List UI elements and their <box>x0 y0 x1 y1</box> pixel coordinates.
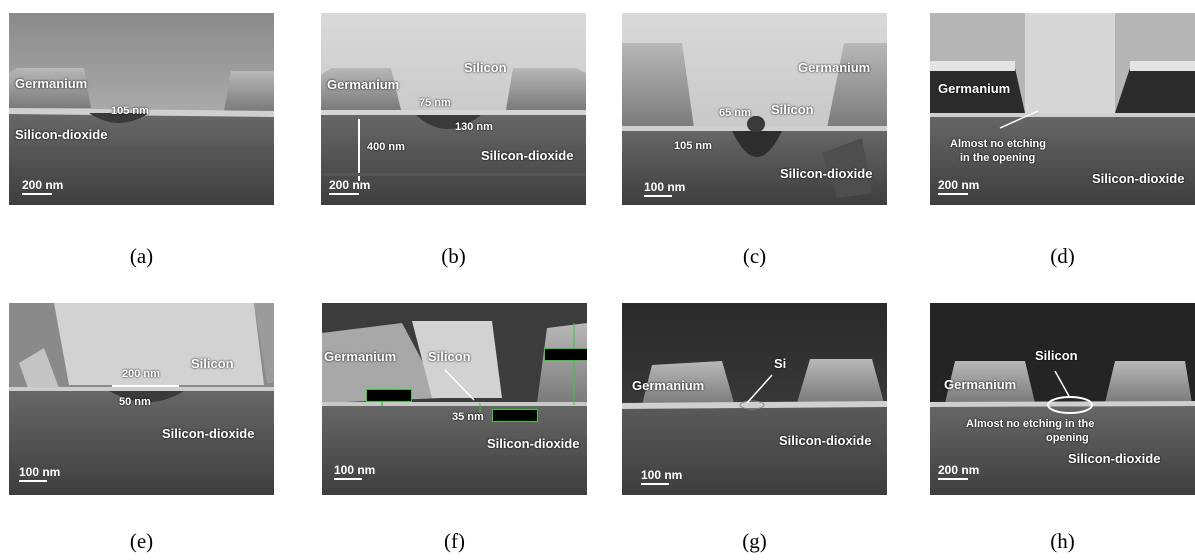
label-silicon-dioxide: Silicon-dioxide <box>1092 171 1185 186</box>
label-germanium: Germanium <box>324 349 397 364</box>
measurement-box <box>366 389 412 402</box>
scale-bar-label: 200 nm <box>22 178 64 192</box>
caption-c: (c) <box>742 244 767 268</box>
sem-panel-g: Germanium Si Silicon-dioxide 100 nm <box>622 303 887 495</box>
label-note: Almost no etching <box>950 138 1046 150</box>
scale-bar-label: 200 nm <box>329 178 371 192</box>
sem-panel-e: Silicon 200 nm 50 nm Silicon-dioxide 100… <box>9 303 274 495</box>
sem-image-c <box>622 13 887 205</box>
label-silicon-dioxide: Silicon-dioxide <box>779 433 872 448</box>
label-dimension: 35 nm <box>452 411 484 423</box>
label-silicon-dioxide: Silicon-dioxide <box>1068 451 1161 466</box>
label-dimension: 50 nm <box>119 396 151 408</box>
scale-bar-label: 200 nm <box>938 463 980 477</box>
label-silicon-dioxide: Silicon-dioxide <box>780 166 873 181</box>
label-silicon: Silicon <box>428 349 471 364</box>
scale-bar: 100 nm <box>641 468 682 485</box>
label-germanium: Germanium <box>632 378 705 393</box>
sem-image-b <box>321 13 586 205</box>
caption-h: (h) <box>1050 529 1075 553</box>
sem-image-d <box>930 13 1195 205</box>
label-silicon: Silicon <box>1035 348 1078 363</box>
label-germanium: Germanium <box>798 60 871 75</box>
label-dimension: 105 nm <box>111 105 149 117</box>
label-silicon-dioxide: Silicon-dioxide <box>487 436 580 451</box>
caption-b: (b) <box>441 244 466 268</box>
caption-e: (e) <box>129 529 154 553</box>
scale-bar-label: 100 nm <box>641 468 683 482</box>
label-germanium: Germanium <box>327 77 400 92</box>
scale-bar: 100 nm <box>644 180 685 197</box>
measurement-box <box>544 348 587 361</box>
label-note: opening <box>1046 432 1089 444</box>
label-dimension: 130 nm <box>455 121 493 133</box>
label-dimension: 75 nm <box>419 97 451 109</box>
scale-bar: 200 nm <box>22 178 63 195</box>
sem-panel-h: Germanium Silicon Almost no etching in t… <box>930 303 1195 495</box>
sem-panel-b: Germanium Silicon 75 nm 130 nm 400 nm Si… <box>321 13 586 205</box>
label-silicon-dioxide: Silicon-dioxide <box>162 426 255 441</box>
sem-panel-c: Germanium Silicon 65 nm 105 nm Silicon-d… <box>622 13 887 205</box>
scale-bar: 200 nm <box>938 178 979 195</box>
caption-d: (d) <box>1050 244 1075 268</box>
scale-bar: 200 nm <box>938 463 979 480</box>
label-germanium: Germanium <box>938 81 1011 96</box>
sem-image-g <box>622 303 887 495</box>
sem-image-h <box>930 303 1195 495</box>
scale-bar: 100 nm <box>19 465 60 482</box>
scale-bar-label: 200 nm <box>938 178 980 192</box>
label-dimension: 400 nm <box>367 141 405 153</box>
scale-bar: 100 nm <box>334 463 375 480</box>
label-silicon: Silicon <box>771 102 814 117</box>
sem-panel-f: Germanium Silicon 35 nm Silicon-dioxide … <box>322 303 587 495</box>
scale-bar-label: 100 nm <box>644 180 686 194</box>
label-germanium: Germanium <box>15 76 88 91</box>
label-silicon-dioxide: Silicon-dioxide <box>15 127 108 142</box>
label-germanium: Germanium <box>944 377 1017 392</box>
measurement-box <box>492 409 538 422</box>
scale-bar: 200 nm <box>329 178 370 195</box>
sem-panel-d: Germanium Almost no etching in the openi… <box>930 13 1195 205</box>
caption-g: (g) <box>742 529 767 553</box>
label-note: Almost no etching in the <box>966 418 1095 430</box>
scale-bar-label: 100 nm <box>19 465 61 479</box>
label-dimension: 105 nm <box>674 140 712 152</box>
scale-bar-label: 100 nm <box>334 463 376 477</box>
label-dimension: 65 nm <box>719 107 751 119</box>
label-dimension: 200 nm <box>122 368 160 380</box>
label-silicon: Si <box>774 356 787 371</box>
label-note: in the opening <box>960 152 1036 164</box>
sem-image-e <box>9 303 274 495</box>
sem-image-a <box>9 13 274 205</box>
label-silicon: Silicon <box>464 60 507 75</box>
caption-a: (a) <box>129 244 154 268</box>
label-silicon: Silicon <box>191 356 234 371</box>
sem-panel-a: Germanium 105 nm Silicon-dioxide 200 nm <box>9 13 274 205</box>
label-silicon-dioxide: Silicon-dioxide <box>481 148 574 163</box>
caption-f: (f) <box>444 529 465 553</box>
